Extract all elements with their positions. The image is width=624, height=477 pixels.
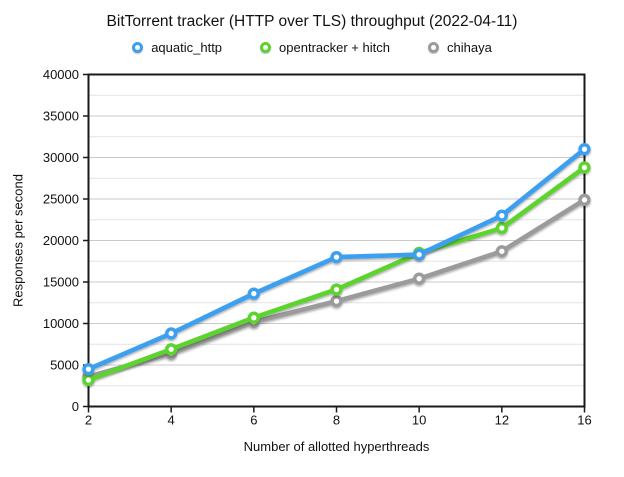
data-point-marker [165, 343, 178, 356]
chart-title: BitTorrent tracker (HTTP over TLS) throu… [106, 13, 518, 30]
svg-text:30000: 30000 [43, 150, 79, 165]
legend-item-chihaya: chihaya [427, 40, 492, 55]
x-tick-labels: 2 4 6 8 10 12 16 [85, 413, 592, 428]
x-axis-title: Number of allotted hyperthreads [243, 439, 430, 454]
series-aquatic-http [82, 143, 591, 376]
data-point-marker [247, 287, 260, 300]
svg-text:25000: 25000 [43, 192, 79, 207]
data-point-marker [165, 327, 178, 340]
legend-item-opentracker-hitch: opentracker + hitch [260, 40, 390, 55]
legend-label: opentracker + hitch [279, 40, 390, 55]
svg-text:20000: 20000 [43, 233, 79, 248]
svg-text:10: 10 [412, 413, 426, 428]
chart-legend: aquatic_http opentracker + hitch chihaya [0, 40, 624, 55]
data-point-marker [578, 193, 591, 206]
svg-text:4: 4 [168, 413, 175, 428]
axis-ticks [83, 73, 586, 413]
data-point-marker [413, 248, 426, 261]
series-marker-icon [260, 42, 272, 53]
svg-text:10000: 10000 [43, 316, 79, 331]
svg-text:16: 16 [577, 413, 591, 428]
svg-text:8: 8 [333, 413, 340, 428]
major-gridlines [88, 115, 585, 366]
data-point-marker [578, 143, 591, 156]
svg-text:2: 2 [85, 413, 92, 428]
legend-label: chihaya [446, 40, 492, 55]
series-opentracker-hitch [82, 161, 591, 387]
svg-text:5000: 5000 [50, 358, 79, 373]
data-point-marker [82, 373, 95, 387]
data-point-marker [330, 283, 343, 296]
data-point-marker [82, 363, 95, 376]
svg-text:12: 12 [495, 413, 509, 428]
data-point-marker [330, 250, 343, 264]
svg-text:0: 0 [72, 399, 79, 414]
data-point-marker [495, 245, 508, 258]
plot-border [87, 73, 586, 408]
data-point-marker [578, 161, 591, 174]
svg-text:40000: 40000 [43, 67, 79, 82]
data-point-marker [330, 294, 343, 308]
series-marker-icon [427, 42, 439, 53]
svg-text:6: 6 [250, 413, 257, 428]
svg-text:15000: 15000 [43, 275, 79, 290]
data-point-marker [495, 221, 508, 235]
data-point-marker [247, 311, 260, 324]
y-tick-labels: 0 5000 10000 15000 20000 25000 30000 35000 40000 [43, 67, 79, 414]
data-point-marker [413, 272, 426, 285]
legend-label: aquatic_http [151, 40, 223, 55]
svg-text:35000: 35000 [43, 109, 79, 124]
series-marker-icon [132, 42, 144, 53]
legend-item-aquatic-http: aquatic_http [132, 40, 222, 55]
data-point-marker [495, 209, 508, 222]
